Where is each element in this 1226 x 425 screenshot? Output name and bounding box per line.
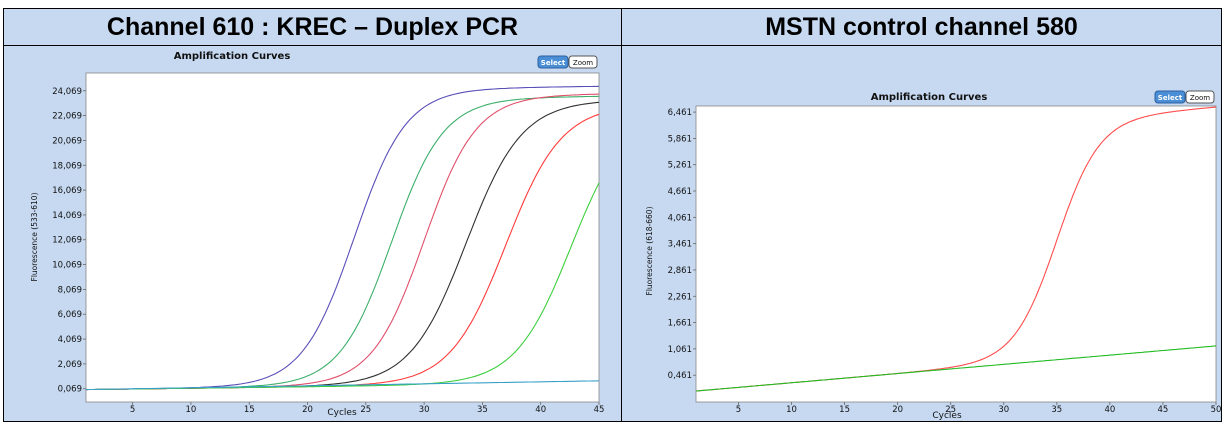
x-tick-label: 45 bbox=[1158, 405, 1169, 415]
table-divider-horizontal bbox=[3, 45, 1222, 46]
y-tick-label: 2,861 bbox=[668, 266, 692, 276]
amplification-curve-2 bbox=[695, 345, 1217, 392]
y-tick-label: 12,069 bbox=[52, 236, 82, 246]
x-tick-label: 30 bbox=[419, 405, 430, 415]
zoom-button-label: Zoom bbox=[1190, 94, 1210, 102]
x-tick-label: 35 bbox=[477, 405, 488, 415]
x-tick-label: 50 bbox=[1211, 405, 1221, 415]
figure-table bbox=[3, 8, 1222, 422]
x-tick-label: 45 bbox=[594, 405, 605, 415]
right-header: MSTN control channel 580 bbox=[622, 9, 1221, 45]
y-tick-label: 0,461 bbox=[668, 371, 692, 381]
x-tick-label: 25 bbox=[945, 405, 956, 415]
x-axis-ticks: 5 10 15 20 25 30 35 40 45 50 bbox=[736, 402, 1221, 415]
y-tick-label: 2,069 bbox=[58, 360, 82, 370]
select-button-label: Select bbox=[541, 59, 566, 67]
x-tick-label: 10 bbox=[186, 405, 197, 415]
x-tick-label: 40 bbox=[535, 405, 546, 415]
y-tick-label: 24,069 bbox=[52, 87, 82, 97]
table-divider-vertical bbox=[621, 8, 622, 422]
x-tick-label: 10 bbox=[786, 405, 797, 415]
x-axis-label: Cycles bbox=[932, 411, 962, 421]
zoom-button-label: Zoom bbox=[573, 59, 593, 67]
y-tick-label: 5,861 bbox=[668, 134, 692, 144]
amplification-curve-7 bbox=[85, 380, 600, 391]
y-tick-label: 6,069 bbox=[58, 310, 82, 320]
y-tick-label: 22,069 bbox=[52, 112, 82, 122]
y-axis-label: Fluorescence (533-610) bbox=[30, 192, 39, 281]
x-tick-label: 20 bbox=[302, 405, 313, 415]
y-tick-label: 5,261 bbox=[668, 161, 692, 171]
chart-title: Amplification Curves bbox=[871, 92, 988, 103]
y-tick-label: 6,461 bbox=[668, 108, 692, 118]
chart-title: Amplification Curves bbox=[174, 51, 291, 62]
zoom-button[interactable]: Zoom bbox=[1185, 90, 1215, 104]
mstn-amplification-chart: Amplification Curves Select Zoom 0,461 1,… bbox=[645, 90, 1221, 421]
y-tick-label: 10,069 bbox=[52, 261, 82, 271]
y-tick-label: 2,261 bbox=[668, 292, 692, 302]
y-tick-label: 1,661 bbox=[668, 319, 692, 329]
x-tick-label: 15 bbox=[244, 405, 255, 415]
select-button[interactable]: Select bbox=[537, 55, 569, 69]
y-tick-label: 4,069 bbox=[58, 335, 82, 345]
y-axis-ticks: 0,069 2,069 4,069 6,069 8,069 10,069 12,069 14,… bbox=[52, 87, 86, 395]
x-tick-label: 30 bbox=[998, 405, 1009, 415]
select-button-label: Select bbox=[1158, 94, 1183, 102]
left-header: Channel 610 : KREC – Duplex PCR bbox=[4, 9, 621, 45]
x-tick-label: 5 bbox=[130, 405, 135, 415]
y-axis-ticks: 0,461 1,061 1,661 2,261 2,861 3,461 4,061 4,661… bbox=[668, 108, 696, 381]
y-tick-label: 4,661 bbox=[668, 187, 692, 197]
y-tick-label: 3,461 bbox=[668, 240, 692, 250]
krec-amplification-chart: Amplification Curves Select Zoom 0,069 2,… bbox=[30, 51, 604, 418]
x-tick-label: 40 bbox=[1104, 405, 1115, 415]
x-axis-label: Cycles bbox=[327, 408, 357, 418]
zoom-button[interactable]: Zoom bbox=[568, 55, 598, 69]
x-tick-label: 20 bbox=[892, 405, 903, 415]
x-tick-label: 25 bbox=[360, 405, 371, 415]
curves bbox=[85, 85, 600, 391]
x-tick-label: 5 bbox=[736, 405, 741, 415]
y-tick-label: 16,069 bbox=[52, 186, 82, 196]
select-button[interactable]: Select bbox=[1154, 90, 1186, 104]
plot-area bbox=[85, 72, 600, 403]
x-axis-ticks: 5 10 15 20 25 30 35 40 45 bbox=[130, 402, 604, 415]
y-tick-label: 8,069 bbox=[58, 285, 82, 295]
y-tick-label: 1,061 bbox=[668, 345, 692, 355]
y-axis-label: Fluorescence (618-660) bbox=[645, 206, 654, 295]
y-tick-label: 20,069 bbox=[52, 136, 82, 146]
curves bbox=[695, 106, 1217, 392]
y-tick-label: 0,069 bbox=[58, 385, 82, 395]
y-tick-label: 4,061 bbox=[668, 213, 692, 223]
plot-area bbox=[695, 105, 1217, 403]
x-tick-label: 15 bbox=[839, 405, 850, 415]
y-tick-label: 14,069 bbox=[52, 211, 82, 221]
y-tick-label: 18,069 bbox=[52, 161, 82, 171]
x-tick-label: 35 bbox=[1051, 405, 1062, 415]
